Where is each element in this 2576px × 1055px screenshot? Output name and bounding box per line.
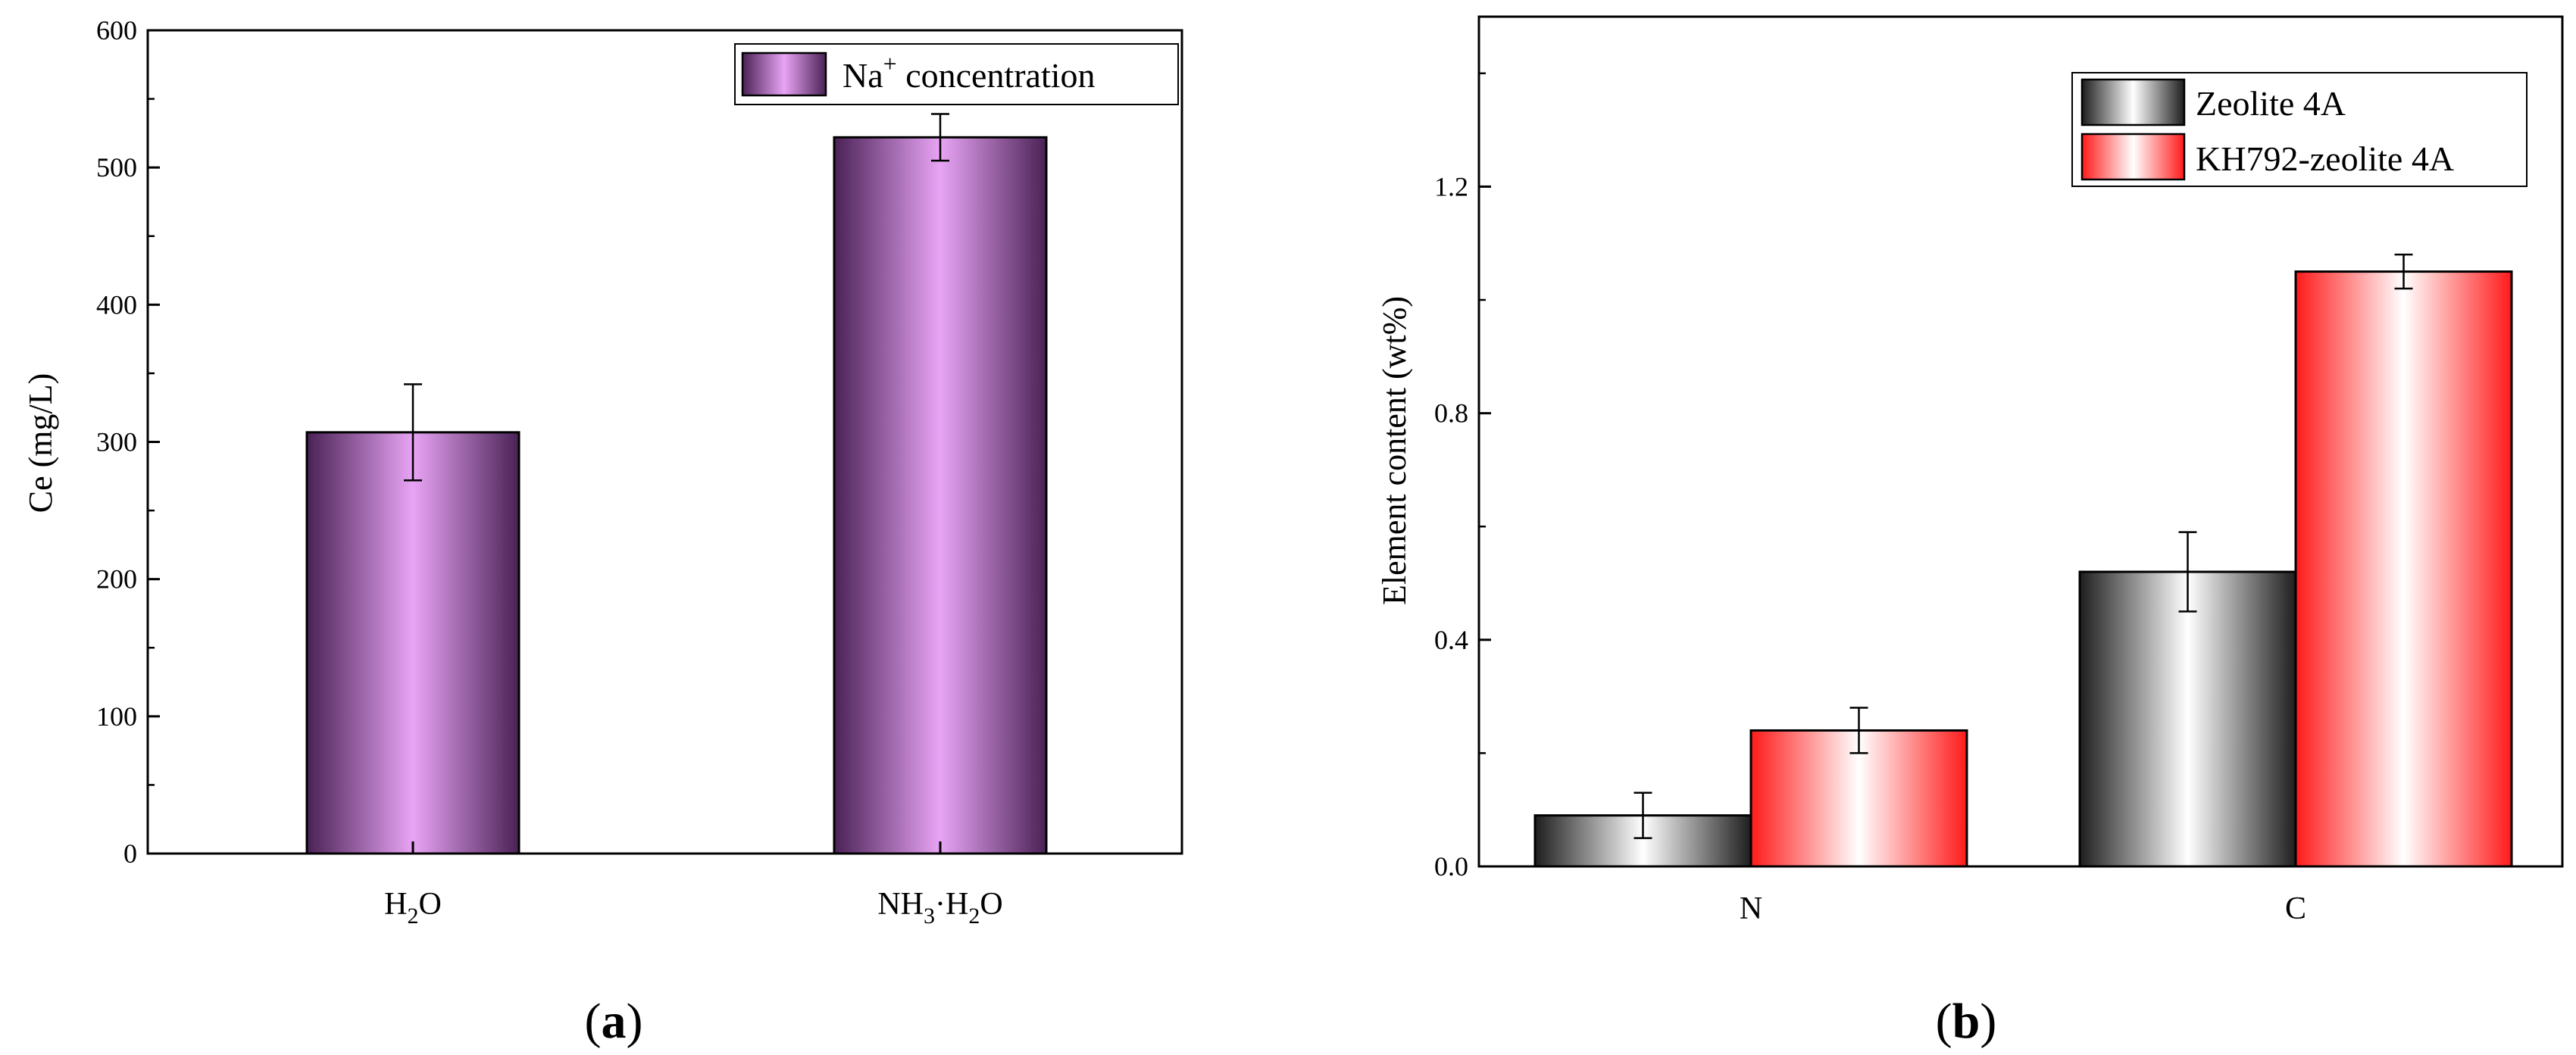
chart-a-bar xyxy=(305,431,521,855)
chart-b-ytick-label: 0.4 xyxy=(1434,625,1468,655)
chart-b-bar xyxy=(1749,729,1968,868)
chart-b-plot-frame xyxy=(1477,15,2564,868)
chart-a-y-axis: 0 100 200 300 400 500 600 xyxy=(96,15,942,869)
chart-a-ytick-label: 300 xyxy=(96,427,137,457)
panel-label-a: (a) xyxy=(585,994,643,1049)
chart-a-ytick-label: 0 xyxy=(123,838,137,869)
chart-a-xtick-label: NH3·H2O xyxy=(877,887,1002,929)
chart-b-ylabel: Element content (wt%) xyxy=(1376,296,1413,605)
chart-a-legend: Na+ concentration xyxy=(734,43,1179,105)
chart-a-legend-swatch xyxy=(741,52,827,97)
chart-b: 0.0 0.4 0.8 1.2 Element content (wt%) N C Z… xyxy=(1376,15,2564,1049)
chart-b-xtick-label-C: C xyxy=(2285,891,2306,926)
chart-a-bar xyxy=(833,136,1048,855)
chart-a: 0 100 200 300 400 500 600 Ce (mg/L) H2O NH3·H2… xyxy=(22,15,1183,1049)
chart-b-bar xyxy=(2294,270,2513,868)
chart-b-ytick-label: 0.8 xyxy=(1434,398,1468,429)
chart-a-ytick-label: 100 xyxy=(96,701,137,732)
chart-a-legend-label: Na+ concentration xyxy=(843,50,1096,95)
chart-a-marks xyxy=(305,113,1048,855)
chart-b-ytick-label: 1.2 xyxy=(1434,171,1468,201)
chart-b-legend-swatch-kh792 xyxy=(2080,133,2186,181)
chart-a-ytick-label: 500 xyxy=(96,152,137,183)
chart-a-xtick-label: H2O xyxy=(384,887,442,929)
chart-b-xtick-label-N: N xyxy=(1740,891,1762,926)
chart-a-ytick-label: 600 xyxy=(96,15,137,45)
chart-b-legend-label-kh792: KH792-zeolite 4A xyxy=(2196,139,2454,178)
chart-b-legend-swatch-zeolite xyxy=(2080,78,2186,126)
chart-a-ytick-label: 400 xyxy=(96,289,137,320)
chart-b-legend-label-zeolite: Zeolite 4A xyxy=(2196,84,2346,123)
chart-b-bar xyxy=(2078,570,2297,868)
chart-b-ytick-label: 0.0 xyxy=(1434,851,1468,882)
panel-label-b: (b) xyxy=(1936,994,1997,1049)
chart-b-y-axis: 0.0 0.4 0.8 1.2 xyxy=(1434,72,2297,882)
chart-b-marks xyxy=(1533,253,2513,868)
chart-a-ytick-label: 200 xyxy=(96,564,137,595)
chart-b-legend: Zeolite 4A KH792-zeolite 4A xyxy=(2071,72,2528,187)
chart-a-ylabel: Ce (mg/L) xyxy=(22,373,59,513)
